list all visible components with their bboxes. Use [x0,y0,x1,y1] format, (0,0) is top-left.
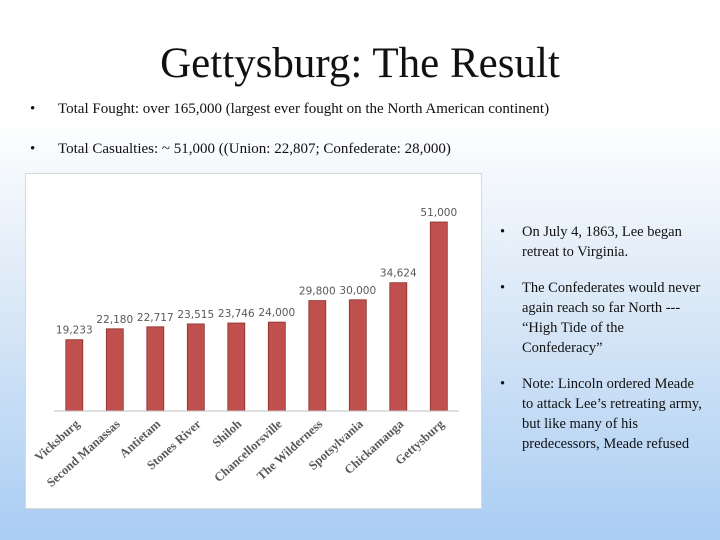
data-label-3: 23,515 [177,309,214,321]
bar-5 [267,321,286,412]
data-label-8: 34,624 [380,268,417,280]
bullet-text: Total Casualties: ~ 51,000 ((Union: 22,8… [58,141,451,157]
side-bullet-text: On July 4, 1863, Lee began retreat to Vi… [522,224,682,260]
data-label-1: 22,180 [96,314,133,326]
side-bullet-text: The Confederates would never again reach… [522,280,701,356]
slide-title: Gettysburg: The Result [160,40,560,87]
bar-9 [429,221,448,412]
bar-4 [227,322,246,412]
bullet-glyph: • [500,376,506,392]
bullet-glyph: • [500,224,506,240]
bar-6 [308,300,327,412]
bar-1 [105,328,124,412]
data-label-6: 29,800 [299,286,336,298]
data-label-9: 51,000 [420,207,457,219]
bar-3 [186,323,205,412]
tick-label-4: Shiloh [210,417,245,450]
bar-0 [65,339,84,412]
side-bullet-text: Note: Lincoln ordered Meade to attack Le… [522,376,702,452]
data-label-0: 19,233 [56,325,93,337]
casualties-bar-chart: 19,233 Vicksburg 22,180 Second Manassas 22,7… [25,173,482,509]
bar-8 [389,282,408,412]
bullet-glyph: • [30,101,36,117]
bullet-glyph: • [500,280,506,296]
data-label-2: 22,717 [137,312,174,324]
tick-label-1: Second Manassas [44,417,123,490]
bar-7 [348,299,367,412]
data-label-7: 30,000 [339,285,376,297]
bullet-glyph: • [30,141,36,157]
bar-2 [146,326,165,412]
data-label-5: 24,000 [258,307,295,319]
bullet-text: Total Fought: over 165,000 (largest ever… [58,101,550,117]
data-label-4: 23,746 [218,308,255,320]
